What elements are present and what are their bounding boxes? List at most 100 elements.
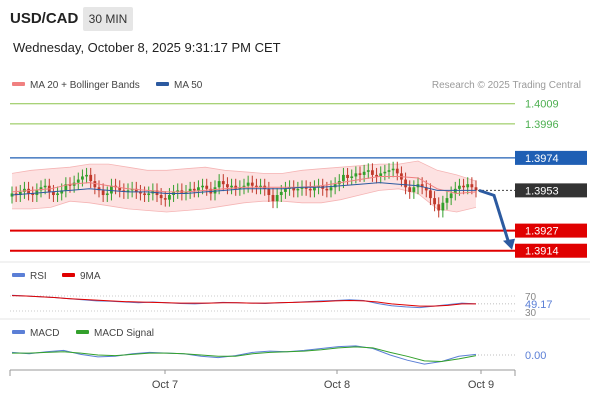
- candle-body: [462, 185, 465, 188]
- candle-body: [441, 202, 445, 211]
- last-price-tag: [515, 183, 587, 198]
- candle-body: [267, 188, 271, 196]
- candle-body: [23, 188, 26, 192]
- macd-signal-line: [12, 346, 477, 363]
- candle-body: [230, 185, 233, 188]
- candle-body: [192, 188, 196, 191]
- macd-last-value: 0.00: [525, 350, 546, 362]
- candle-body: [317, 185, 320, 188]
- candle-body: [387, 170, 391, 172]
- macd-swatch: [12, 330, 25, 335]
- x-tick-label-1: Oct 8: [324, 379, 350, 391]
- candle-body: [147, 193, 151, 196]
- candle-body: [76, 179, 80, 183]
- candle-body: [255, 185, 258, 188]
- candle-body: [31, 193, 35, 196]
- candle-body: [313, 187, 316, 191]
- candle-body: [404, 179, 407, 188]
- candle-body: [424, 187, 428, 191]
- candle-body: [325, 188, 329, 191]
- legend-rsi-label: RSI: [30, 271, 47, 282]
- candle-body: [27, 188, 30, 194]
- legend-ma50: MA 50: [156, 80, 202, 91]
- ma20-line: [11, 176, 477, 195]
- candle-body: [395, 168, 399, 174]
- candle-body: [296, 188, 300, 191]
- rsi-line: [11, 294, 477, 309]
- candle-body: [304, 187, 308, 189]
- candle-body: [271, 195, 275, 202]
- candle-body: [139, 191, 142, 194]
- candle-body: [18, 191, 22, 196]
- candle-body: [197, 187, 200, 191]
- candle-body: [420, 184, 424, 188]
- candle-body: [342, 174, 345, 182]
- rsi-tick-70: 70: [525, 292, 537, 303]
- candle-body: [308, 188, 312, 191]
- ma50-swatch: [156, 82, 169, 87]
- candle-body: [176, 190, 180, 192]
- legend-rsi-ma-label: 9MA: [80, 271, 101, 282]
- candle-body: [358, 173, 362, 175]
- interval-button[interactable]: 30 MIN: [83, 7, 133, 31]
- candle-body: [163, 198, 167, 200]
- candle-body: [350, 176, 354, 178]
- last-price-label: 1.3953: [525, 185, 559, 197]
- legend-ma20: MA 20 + Bollinger Bands: [12, 80, 140, 91]
- candle-body: [346, 174, 349, 178]
- symbol-title: USD/CAD: [10, 10, 79, 27]
- level-label-1.3996: 1.3996: [525, 119, 559, 131]
- candle-body: [379, 173, 383, 177]
- level-label-1.3914: 1.3914: [525, 246, 559, 258]
- candle-body: [184, 191, 188, 194]
- x-tick-label-0: Oct 7: [152, 379, 178, 391]
- candle-body: [292, 187, 296, 191]
- candle-body: [143, 193, 146, 196]
- candle-body: [445, 198, 449, 203]
- candle-body: [56, 193, 59, 196]
- level-tag-1.3974: [515, 150, 587, 165]
- rsi-ma-line: [11, 295, 476, 307]
- x-tick-label-2: Oct 9: [468, 379, 494, 391]
- candle-body: [205, 185, 209, 189]
- candle-body: [64, 184, 68, 191]
- candle-body: [10, 193, 14, 197]
- rsi-ma-swatch: [62, 273, 75, 278]
- candle-body: [375, 174, 378, 177]
- candle-body: [246, 182, 250, 186]
- candle-body: [458, 185, 461, 189]
- candle-body: [221, 181, 225, 185]
- candle-body: [362, 171, 366, 175]
- candle-body: [383, 171, 387, 174]
- legend-macd: MACD: [12, 328, 59, 339]
- candle-body: [449, 193, 453, 199]
- candle-body: [284, 188, 287, 192]
- candle-body: [470, 184, 474, 188]
- candle-body: [101, 190, 105, 196]
- candle-body: [89, 174, 93, 182]
- candle-body: [201, 185, 204, 188]
- level-label-1.3927: 1.3927: [525, 226, 559, 238]
- candle-body: [474, 187, 478, 191]
- candle-body: [81, 176, 84, 180]
- candle-body: [354, 173, 358, 177]
- credit-label: Research © 2025 Trading Central: [431, 80, 581, 91]
- candle-body: [433, 198, 436, 205]
- candle-body: [453, 188, 457, 194]
- candle-body: [159, 195, 163, 199]
- candle-body: [329, 187, 333, 191]
- candle-body: [60, 190, 64, 194]
- candle-body: [85, 174, 88, 177]
- candle-body: [39, 187, 43, 191]
- candle-body: [371, 170, 374, 175]
- candle-body: [126, 190, 130, 192]
- candle-body: [275, 195, 279, 202]
- datetime-label: Wednesday, October 8, 2025 9:31:17 PM CE…: [13, 40, 281, 55]
- candle-body: [408, 187, 412, 192]
- forecast-arrow-line: [478, 188, 511, 245]
- legend-rsi: RSI: [12, 271, 47, 282]
- candle-body: [43, 185, 47, 188]
- candle-body: [250, 182, 254, 186]
- candle-body: [242, 185, 246, 188]
